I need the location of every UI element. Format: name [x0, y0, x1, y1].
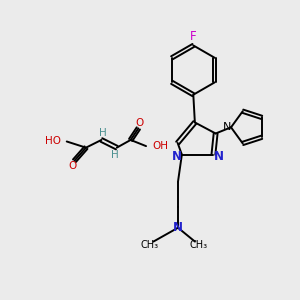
Text: OH: OH [152, 141, 168, 151]
Text: N: N [173, 221, 183, 234]
Text: CH₃: CH₃ [190, 240, 208, 250]
Text: H: H [99, 128, 107, 138]
Text: HO: HO [45, 136, 61, 146]
Text: F: F [190, 30, 196, 43]
Text: N: N [214, 150, 224, 163]
Text: N: N [223, 122, 231, 132]
Text: O: O [136, 118, 144, 128]
Text: CH₃: CH₃ [140, 240, 159, 250]
Text: N: N [172, 150, 182, 163]
Text: H: H [111, 150, 119, 160]
Text: O: O [69, 161, 77, 171]
